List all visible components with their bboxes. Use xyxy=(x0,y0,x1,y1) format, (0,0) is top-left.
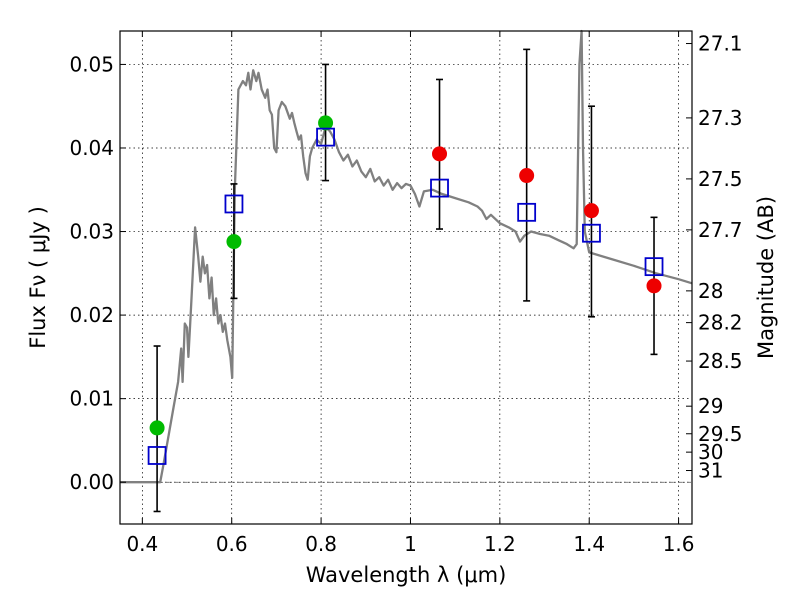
mag-tick-label: 27.3 xyxy=(698,106,743,130)
model-flux-square xyxy=(582,223,601,243)
model-flux-square xyxy=(147,446,167,465)
green-data-point xyxy=(149,420,165,436)
mag-tick-label: 29.5 xyxy=(698,422,743,446)
y-axis-right-label: Magnitude (AB) xyxy=(754,196,778,359)
x-tick-label: 1.2 xyxy=(484,532,516,556)
y-tick-label: 0.00 xyxy=(69,470,114,494)
data-markers xyxy=(147,115,664,465)
y-tick-label: 0.03 xyxy=(69,220,114,244)
model-sed-curve xyxy=(120,29,693,484)
red-data-point xyxy=(583,203,599,219)
x-axis-label: Wavelength λ (μm) xyxy=(306,563,507,587)
model-flux-square xyxy=(316,127,335,147)
red-data-point xyxy=(432,146,448,162)
red-data-point xyxy=(519,168,535,184)
grid-lines xyxy=(120,31,692,524)
y-tick-label: 0.04 xyxy=(69,136,114,160)
x-tick-label: 1.4 xyxy=(573,532,605,556)
x-tick-label: 0.8 xyxy=(305,532,337,556)
green-data-point xyxy=(318,115,334,131)
mag-tick-label: 27.5 xyxy=(698,167,743,191)
mag-tick-label: 28 xyxy=(698,279,723,303)
x-tick-label: 0.4 xyxy=(126,532,158,556)
y-tick-label: 0.05 xyxy=(69,52,114,76)
axis-ticks: 0.4 0.6 0.8 1 1.2 1.4 1.6 0.00 0.01 0.02 0.03 0.04 0… xyxy=(69,31,743,556)
mag-tick-label: 29 xyxy=(698,394,723,418)
model-flux-square xyxy=(224,194,244,214)
y-axis-label: Flux Fν ( μJy ) xyxy=(26,206,50,349)
mag-tick-label: 27.7 xyxy=(698,218,743,242)
green-data-point xyxy=(226,234,242,250)
y-tick-label: 0.01 xyxy=(69,387,114,411)
x-tick-label: 1 xyxy=(404,532,417,556)
mag-tick-label: 27.1 xyxy=(698,32,743,56)
y-tick-label: 0.02 xyxy=(69,303,114,327)
model-flux-square xyxy=(644,257,664,277)
x-tick-label: 1.6 xyxy=(663,532,695,556)
mag-tick-label: 28.5 xyxy=(698,349,743,373)
red-data-point xyxy=(646,278,662,294)
model-flux-square xyxy=(430,178,449,198)
model-flux-square xyxy=(517,202,537,222)
mag-tick-label: 28.2 xyxy=(698,311,743,335)
mag-tick-label: 30 xyxy=(698,440,723,464)
plot-frame xyxy=(119,30,693,525)
x-tick-label: 0.6 xyxy=(216,532,248,556)
mag-tick-label: 31 xyxy=(698,459,723,483)
